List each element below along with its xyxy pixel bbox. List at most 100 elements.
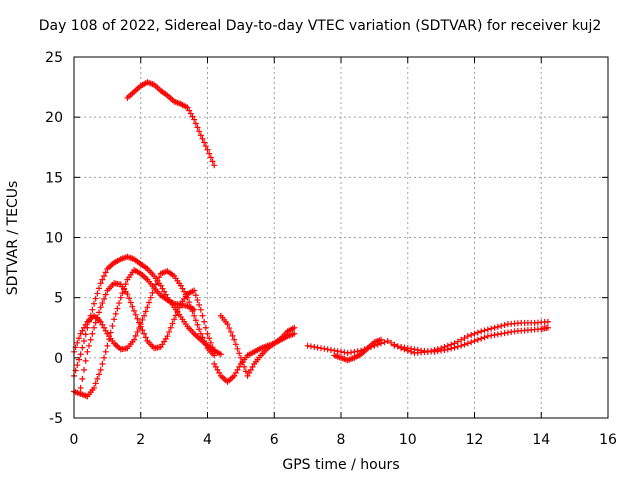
- data-point: [111, 316, 118, 323]
- data-point: [214, 366, 221, 373]
- plot-frame: [73, 56, 609, 419]
- data-point: [131, 336, 138, 343]
- data-point: [474, 329, 481, 336]
- data-point: [244, 372, 251, 379]
- y-tick-label: 25: [45, 50, 63, 66]
- data-point: [114, 305, 121, 312]
- data-point: [139, 327, 146, 334]
- data-point: [206, 335, 213, 342]
- y-tick-label: 5: [54, 291, 63, 307]
- data-point: [96, 309, 103, 316]
- data-point: [122, 281, 129, 288]
- data-point: [132, 332, 139, 339]
- data-point: [206, 150, 213, 157]
- data-point: [211, 162, 218, 169]
- data-point: [97, 318, 104, 325]
- series-arc-f: [217, 312, 298, 379]
- y-tick-label: 0: [54, 351, 63, 367]
- data-point: [101, 295, 108, 302]
- data-point: [142, 308, 149, 315]
- data-point: [107, 329, 114, 336]
- data-point: [209, 158, 216, 165]
- data-point: [304, 342, 311, 349]
- data-point: [444, 346, 451, 353]
- data-point: [448, 345, 455, 352]
- data-point: [94, 375, 101, 382]
- data-point: [79, 375, 86, 382]
- data-point: [468, 339, 475, 346]
- data-point: [76, 335, 83, 342]
- data-point: [186, 107, 193, 114]
- data-point: [491, 324, 498, 331]
- data-point: [544, 324, 551, 331]
- data-point: [498, 330, 505, 337]
- data-point: [196, 326, 203, 333]
- data-point: [141, 330, 148, 337]
- data-point: [141, 312, 148, 319]
- x-tick-label: 4: [203, 432, 212, 448]
- data-point: [157, 282, 164, 289]
- axis-ticks: 0 2 4 6 8 10 12 14 16 -5 0 5 10 15 20 25: [45, 50, 617, 448]
- data-point: [194, 321, 201, 328]
- data-point: [112, 310, 119, 317]
- data-point: [488, 332, 495, 339]
- data-point: [204, 330, 211, 337]
- data-point: [481, 327, 488, 334]
- data-point: [81, 366, 88, 373]
- data-point: [227, 328, 234, 335]
- data-point: [481, 334, 488, 341]
- data-point: [242, 368, 249, 375]
- data-point: [224, 321, 231, 328]
- data-point: [136, 319, 143, 326]
- data-point: [82, 357, 89, 364]
- data-point: [247, 366, 254, 373]
- data-point: [321, 345, 328, 352]
- data-point: [102, 291, 109, 298]
- data-point: [154, 277, 161, 284]
- data-point: [202, 341, 209, 348]
- y-tick-label: 10: [45, 231, 63, 247]
- data-point: [232, 341, 239, 348]
- data-point: [102, 269, 109, 276]
- data-point: [217, 351, 224, 358]
- data-point: [79, 344, 86, 351]
- data-point: [121, 285, 128, 292]
- data-point: [291, 324, 298, 331]
- data-point: [414, 347, 421, 354]
- data-point: [237, 354, 244, 361]
- x-tick-label: 8: [337, 432, 346, 448]
- data-point: [179, 285, 186, 292]
- data-point: [478, 335, 485, 342]
- data-point: [391, 342, 398, 349]
- x-tick-label: 12: [466, 432, 484, 448]
- data-point: [211, 348, 218, 355]
- data-point: [394, 343, 401, 350]
- data-point: [92, 380, 99, 387]
- data-point: [91, 324, 98, 331]
- x-tick-label: 16: [599, 432, 617, 448]
- series-arc-i: [331, 336, 385, 364]
- data-point: [241, 363, 248, 370]
- data-point: [311, 344, 318, 351]
- data-point: [236, 350, 243, 357]
- data-point: [488, 325, 495, 332]
- data-point: [99, 321, 106, 328]
- data-point: [202, 324, 209, 331]
- data-point: [454, 338, 461, 345]
- data-point: [117, 294, 124, 301]
- data-point: [189, 113, 196, 120]
- data-point: [231, 336, 238, 343]
- data-point: [438, 347, 445, 354]
- data-point: [351, 348, 358, 355]
- data-point: [101, 273, 108, 280]
- data-point: [207, 154, 214, 161]
- data-point: [76, 356, 83, 363]
- data-point: [194, 124, 201, 131]
- data-point: [239, 359, 246, 366]
- data-point: [74, 339, 81, 346]
- data-point: [74, 362, 81, 369]
- data-point: [169, 320, 176, 327]
- data-point: [458, 342, 465, 349]
- data-point: [431, 348, 438, 355]
